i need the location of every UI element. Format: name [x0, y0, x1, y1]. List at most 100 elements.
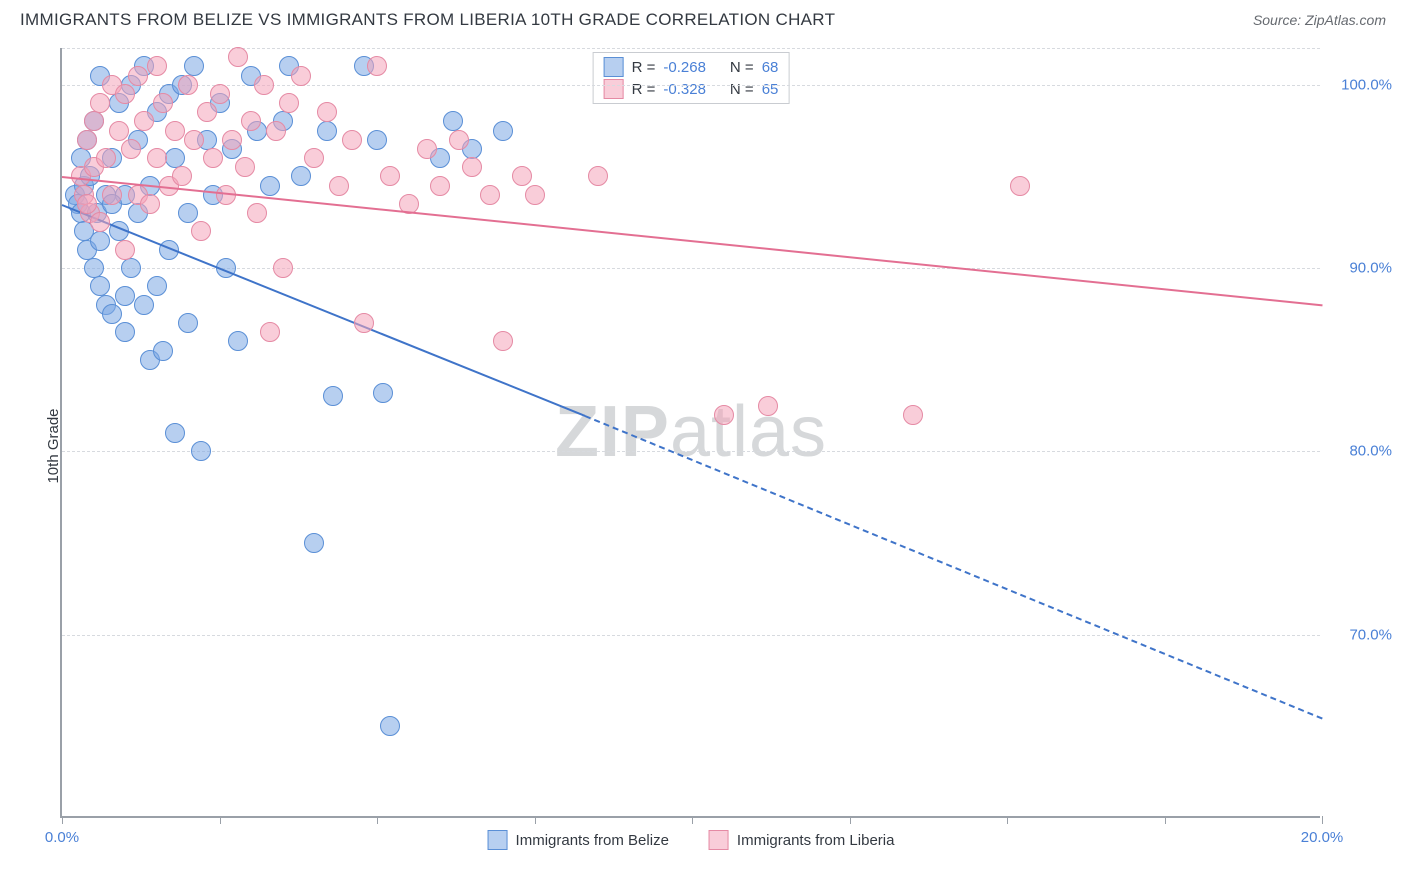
data-point	[172, 166, 192, 186]
data-point	[903, 405, 923, 425]
legend-item: Immigrants from Belize	[488, 830, 669, 850]
data-point	[115, 84, 135, 104]
legend-swatch	[604, 79, 624, 99]
data-point	[228, 47, 248, 67]
data-point	[493, 331, 513, 351]
data-point	[758, 396, 778, 416]
data-point	[203, 148, 223, 168]
data-point	[115, 286, 135, 306]
x-tick	[1165, 816, 1166, 824]
data-point	[354, 313, 374, 333]
x-tick	[377, 816, 378, 824]
data-point	[367, 130, 387, 150]
data-point	[260, 322, 280, 342]
data-point	[165, 121, 185, 141]
data-point	[178, 203, 198, 223]
data-point	[134, 111, 154, 131]
data-point	[317, 121, 337, 141]
data-point	[380, 716, 400, 736]
data-point	[430, 176, 450, 196]
data-point	[165, 148, 185, 168]
data-point	[222, 130, 242, 150]
x-tick	[1007, 816, 1008, 824]
data-point	[153, 341, 173, 361]
legend-swatch	[709, 830, 729, 850]
x-tick	[62, 816, 63, 824]
data-point	[178, 75, 198, 95]
gridline	[62, 48, 1320, 49]
data-point	[493, 121, 513, 141]
trend-line	[62, 176, 1322, 306]
legend-n-value: 65	[762, 81, 779, 98]
data-point	[588, 166, 608, 186]
data-point	[266, 121, 286, 141]
data-point	[84, 258, 104, 278]
data-point	[77, 194, 97, 214]
data-point	[147, 56, 167, 76]
data-point	[197, 102, 217, 122]
legend-r-value: -0.268	[663, 59, 706, 76]
data-point	[512, 166, 532, 186]
y-tick-label: 80.0%	[1349, 443, 1392, 460]
data-point	[96, 148, 116, 168]
data-point	[380, 166, 400, 186]
legend-stat-row: R =-0.268N =68	[604, 57, 779, 77]
data-point	[140, 194, 160, 214]
data-point	[184, 130, 204, 150]
data-point	[228, 331, 248, 351]
legend-swatch	[604, 57, 624, 77]
x-tick-label: 20.0%	[1301, 829, 1344, 846]
data-point	[342, 130, 362, 150]
data-point	[121, 258, 141, 278]
data-point	[260, 176, 280, 196]
legend-r-label: R =	[632, 81, 656, 98]
data-point	[462, 157, 482, 177]
data-point	[109, 121, 129, 141]
data-point	[367, 56, 387, 76]
data-point	[191, 441, 211, 461]
chart-title: IMMIGRANTS FROM BELIZE VS IMMIGRANTS FRO…	[20, 10, 835, 30]
data-point	[304, 533, 324, 553]
data-point	[291, 66, 311, 86]
legend-stat-row: R = -0.328 N = 65	[604, 79, 779, 99]
data-point	[90, 231, 110, 251]
data-point	[291, 166, 311, 186]
data-point	[115, 322, 135, 342]
data-point	[480, 185, 500, 205]
data-point	[115, 240, 135, 260]
legend-n-value: 68	[762, 59, 779, 76]
data-point	[178, 313, 198, 333]
data-point	[417, 139, 437, 159]
legend-label: Immigrants from Liberia	[737, 832, 895, 849]
legend-n-label: N =	[730, 81, 754, 98]
data-point	[191, 221, 211, 241]
data-point	[449, 130, 469, 150]
legend-series: Immigrants from Belize Immigrants from Li…	[488, 830, 895, 850]
x-tick-label: 0.0%	[45, 829, 79, 846]
data-point	[77, 130, 97, 150]
data-point	[90, 93, 110, 113]
data-point	[241, 111, 261, 131]
y-tick-label: 100.0%	[1341, 76, 1392, 93]
data-point	[273, 258, 293, 278]
x-tick	[692, 816, 693, 824]
legend-stats: R = -0.268 N = 68 R = -0.328 N = 65	[593, 52, 790, 104]
data-point	[102, 185, 122, 205]
source-attribution: Source: ZipAtlas.com	[1253, 12, 1386, 28]
legend-swatch	[488, 830, 508, 850]
data-point	[90, 276, 110, 296]
data-point	[279, 93, 299, 113]
data-point	[714, 405, 734, 425]
data-point	[304, 148, 324, 168]
legend-n-label: N =	[730, 59, 754, 76]
data-point	[373, 383, 393, 403]
data-point	[329, 176, 349, 196]
data-point	[254, 75, 274, 95]
x-tick	[1322, 816, 1323, 824]
data-point	[235, 157, 255, 177]
data-point	[317, 102, 337, 122]
data-point	[128, 66, 148, 86]
x-tick	[850, 816, 851, 824]
data-point	[102, 304, 122, 324]
legend-r-value: -0.328	[663, 81, 706, 98]
